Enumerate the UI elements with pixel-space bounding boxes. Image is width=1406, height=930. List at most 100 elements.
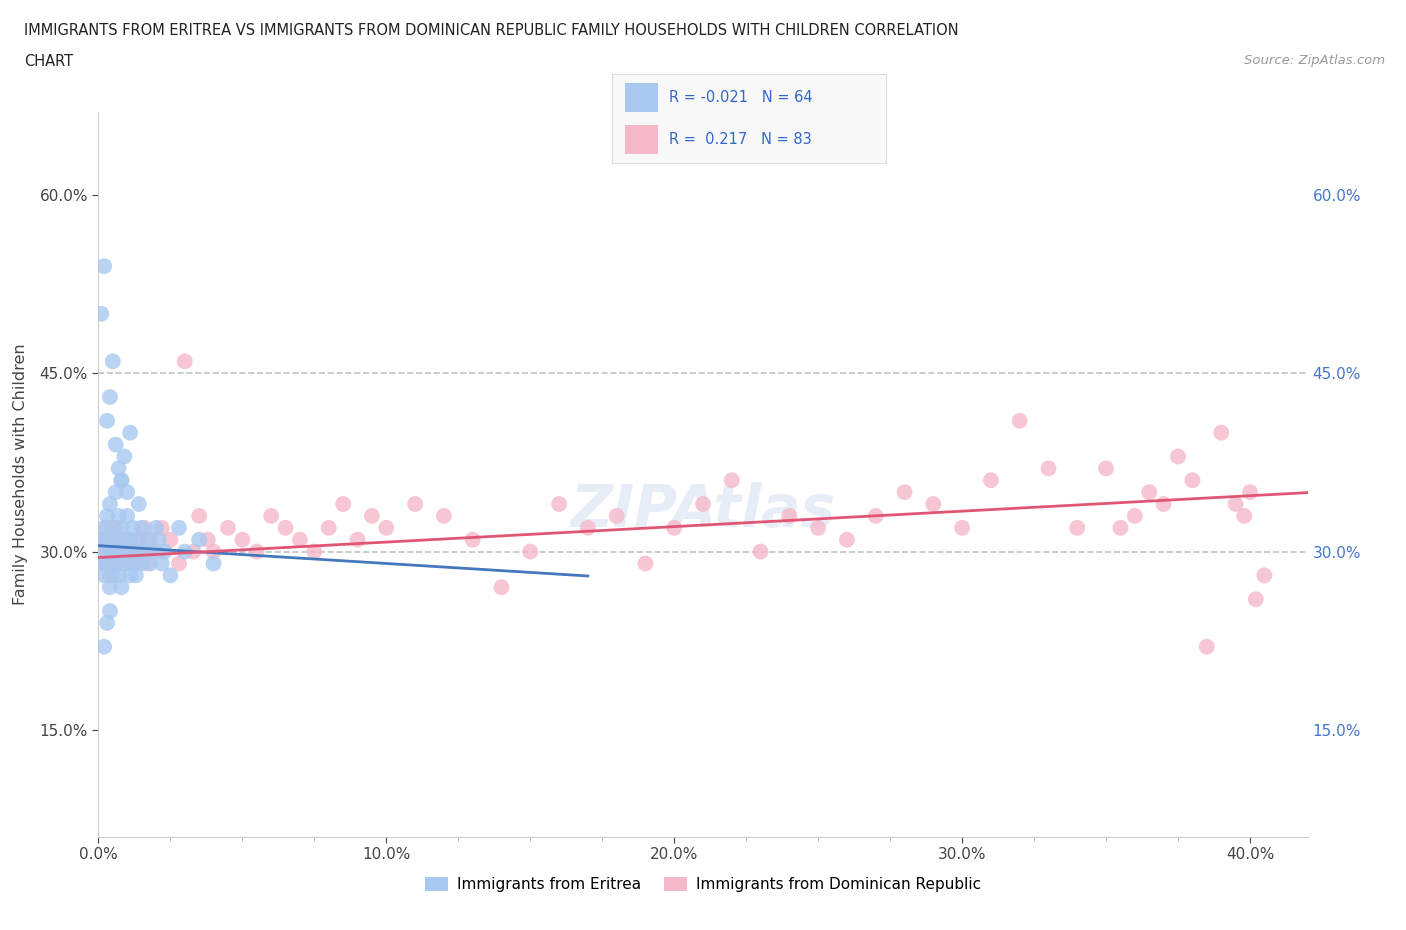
Point [96, 521, 118, 536]
Point [104, 556, 127, 571]
Point [231, 532, 253, 547]
Point [150, 521, 173, 536]
Point [1123, 509, 1146, 524]
Point [93, 556, 115, 571]
Point [122, 521, 145, 536]
Point [90, 556, 112, 571]
Point [692, 497, 714, 512]
Point [950, 521, 973, 536]
Point [96, 556, 118, 571]
Point [90, 544, 112, 559]
Point [93, 544, 115, 559]
Point [101, 354, 124, 369]
Point [93, 259, 115, 273]
Point [139, 532, 162, 547]
Point [404, 497, 426, 512]
Point [134, 521, 156, 536]
Point [131, 544, 153, 559]
Point [136, 532, 159, 547]
Point [98, 568, 121, 583]
Point [173, 354, 195, 369]
Point [145, 544, 167, 559]
Point [318, 521, 340, 536]
Point [148, 532, 170, 547]
Point [125, 544, 148, 559]
Point [110, 521, 132, 536]
Point [159, 532, 181, 547]
Point [93, 532, 115, 547]
Point [202, 544, 225, 559]
Point [115, 485, 138, 499]
Point [202, 556, 225, 571]
Point [104, 521, 127, 536]
Point [110, 579, 132, 594]
Point [112, 449, 135, 464]
Point [98, 604, 121, 618]
Point [93, 521, 115, 536]
Point [93, 568, 115, 583]
Point [120, 532, 142, 547]
Point [93, 639, 115, 654]
Point [142, 544, 165, 559]
Point [98, 532, 121, 547]
Point [131, 556, 153, 571]
Text: R = -0.021   N = 64: R = -0.021 N = 64 [669, 90, 813, 105]
Point [112, 532, 135, 547]
Point [101, 544, 124, 559]
Point [110, 556, 132, 571]
Point [139, 556, 162, 571]
Point [217, 521, 239, 536]
Point [433, 509, 456, 524]
Point [197, 532, 219, 547]
Point [153, 544, 176, 559]
Point [835, 532, 858, 547]
Point [98, 544, 121, 559]
Text: CHART: CHART [24, 54, 73, 69]
Point [346, 532, 368, 547]
Point [1167, 449, 1189, 464]
Point [122, 544, 145, 559]
Point [167, 556, 190, 571]
Point [107, 509, 129, 524]
Point [461, 532, 484, 547]
Point [115, 509, 138, 524]
Point [107, 461, 129, 476]
Point [122, 556, 145, 571]
Point [980, 472, 1002, 487]
Point [110, 532, 132, 547]
Point [101, 521, 124, 536]
Text: ZIPAtlas: ZIPAtlas [571, 482, 835, 539]
Point [145, 521, 167, 536]
Point [159, 568, 181, 583]
Point [1109, 521, 1132, 536]
Point [128, 532, 150, 547]
Point [606, 509, 628, 524]
Point [101, 544, 124, 559]
Point [107, 544, 129, 559]
Point [110, 472, 132, 487]
Point [104, 485, 127, 499]
Point [98, 497, 121, 512]
Text: IMMIGRANTS FROM ERITREA VS IMMIGRANTS FROM DOMINICAN REPUBLIC FAMILY HOUSEHOLDS : IMMIGRANTS FROM ERITREA VS IMMIGRANTS FR… [24, 23, 959, 38]
Point [173, 544, 195, 559]
Point [1137, 485, 1160, 499]
Point [125, 568, 148, 583]
Point [120, 532, 142, 547]
Point [98, 579, 121, 594]
Point [749, 544, 772, 559]
Point [188, 509, 211, 524]
Point [1233, 509, 1256, 524]
Point [128, 497, 150, 512]
Point [260, 509, 283, 524]
Point [134, 544, 156, 559]
Point [110, 472, 132, 487]
Y-axis label: Family Households with Children: Family Households with Children [14, 343, 28, 605]
Point [1038, 461, 1060, 476]
Point [1211, 425, 1233, 440]
Point [288, 532, 311, 547]
Point [274, 521, 297, 536]
Point [101, 568, 124, 583]
Point [98, 390, 121, 405]
Point [96, 544, 118, 559]
Point [183, 544, 205, 559]
